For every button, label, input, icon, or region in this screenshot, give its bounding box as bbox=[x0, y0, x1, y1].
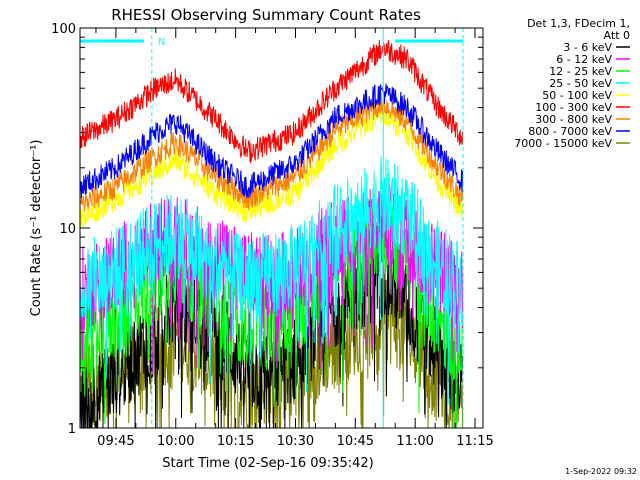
x-tick-label-5: 11:00 bbox=[396, 434, 433, 449]
series-line-3 bbox=[79, 156, 464, 405]
x-tick-label-4: 10:45 bbox=[337, 434, 374, 449]
x-tick-label-6: 11:15 bbox=[456, 434, 493, 449]
legend-header-line-2: Att 0 bbox=[604, 29, 630, 42]
x-tick-label-0: 09:45 bbox=[97, 434, 134, 449]
night-label: N bbox=[158, 37, 165, 48]
axis-layer: 1 10 100 09:45 10:00 10:15 10:30 10:45 11:00 11:1… bbox=[51, 22, 494, 449]
y-tick-label-1: 10 bbox=[59, 222, 76, 237]
x-axis-label: Start Time (02-Sep-16 09:35:42) bbox=[162, 456, 373, 471]
y-tick-label-0: 1 bbox=[68, 422, 76, 437]
series-line-7 bbox=[79, 83, 464, 199]
series-line-6 bbox=[79, 92, 464, 212]
y-axis-label: Count Rate (s⁻¹ detector⁻¹) bbox=[29, 140, 44, 317]
legend-label-6: 300 - 800 keV bbox=[535, 113, 612, 126]
legend-label-5: 100 - 300 keV bbox=[535, 101, 612, 114]
x-tick-label-2: 10:15 bbox=[217, 434, 254, 449]
chart-title: RHESSI Observing Summary Count Rates bbox=[111, 6, 421, 24]
plot-layer bbox=[79, 39, 464, 429]
legend-label-3: 25 - 50 keV bbox=[549, 77, 612, 90]
legend-label-2: 12 - 25 keV bbox=[549, 65, 612, 78]
legend-label-0: 3 - 6 keV bbox=[563, 41, 612, 54]
legend-header-line-1: Det 1,3, FDecim 1, bbox=[527, 17, 630, 30]
legend-label-7: 800 - 7000 keV bbox=[528, 125, 612, 138]
footer-timestamp: 1-Sep-2022 09:32 bbox=[565, 467, 637, 476]
legend-label-4: 50 - 100 keV bbox=[542, 89, 612, 102]
series-line-4 bbox=[79, 100, 464, 229]
legend-label-1: 6 - 12 keV bbox=[556, 53, 612, 66]
y-tick-label-2: 100 bbox=[51, 22, 76, 37]
legend-label-8: 7000 - 15000 keV bbox=[514, 137, 612, 150]
x-tick-label-3: 10:30 bbox=[277, 434, 314, 449]
series-line-5 bbox=[79, 39, 464, 165]
x-tick-label-1: 10:00 bbox=[157, 434, 194, 449]
